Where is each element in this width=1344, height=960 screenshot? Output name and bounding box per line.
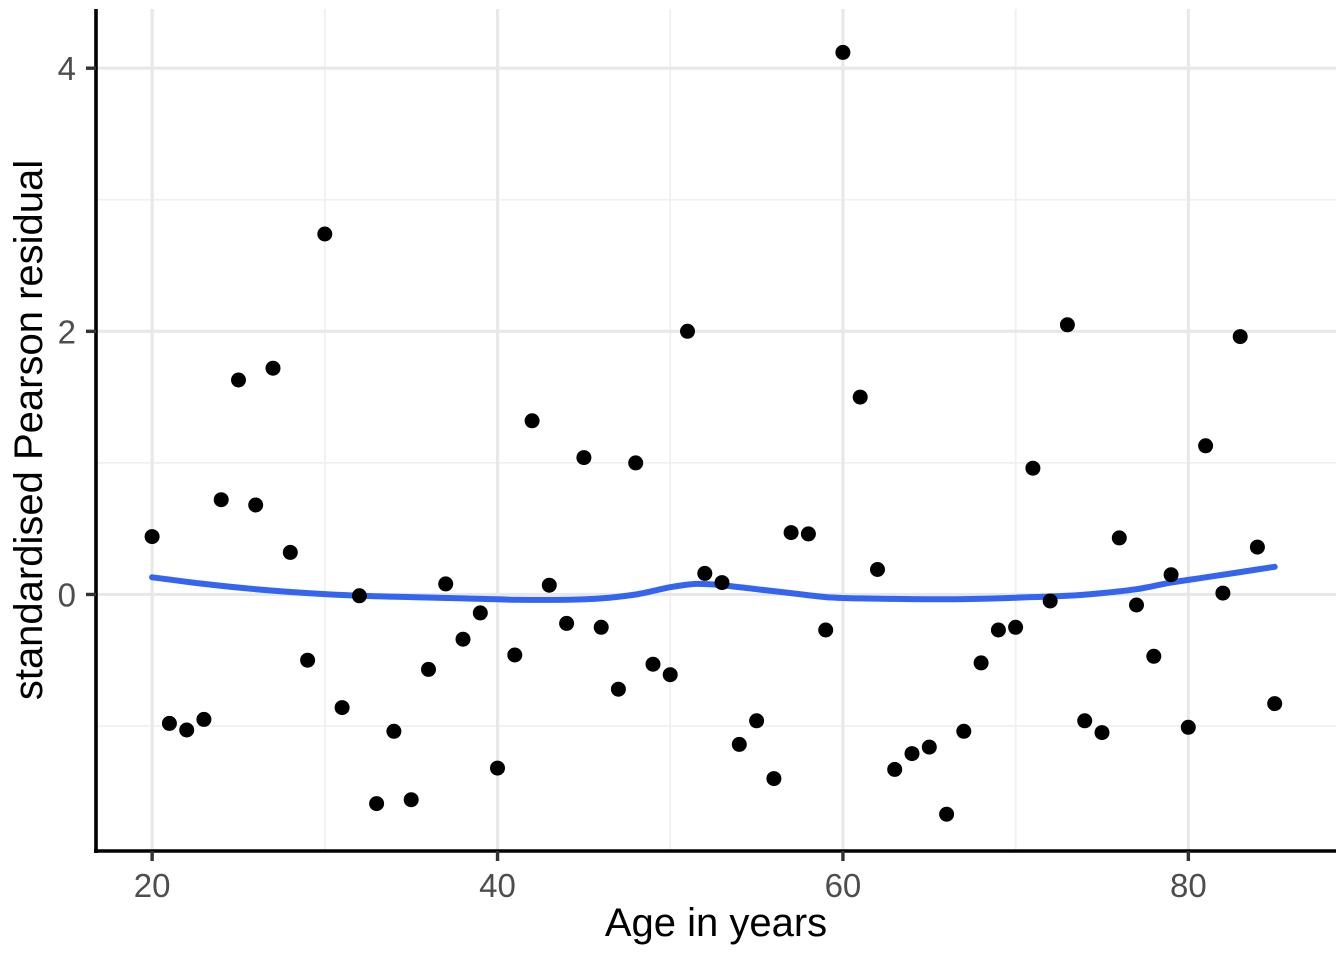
data-point (783, 525, 799, 541)
data-point (490, 760, 505, 776)
data-point (610, 681, 626, 697)
data-point (1129, 597, 1144, 613)
data-point (300, 652, 316, 668)
data-point (1163, 567, 1179, 583)
data-point (680, 323, 695, 339)
loess-smooth-line (149, 563, 1278, 603)
data-point (334, 700, 350, 716)
data-point (714, 575, 730, 591)
data-point (1146, 648, 1162, 664)
data-point (904, 746, 920, 762)
loess-smooth-line-layer (149, 563, 1278, 603)
data-point (213, 492, 229, 508)
data-point (1094, 725, 1110, 741)
data-point (369, 796, 385, 812)
data-point (231, 372, 246, 388)
data-point (317, 226, 333, 242)
y-axis-title: standardised Pearson residual (7, 160, 51, 700)
data-point (455, 631, 471, 647)
data-point (282, 544, 298, 560)
major-gridlines (96, 9, 1336, 851)
x-tick-label: 40 (479, 867, 516, 904)
data-point (1059, 317, 1075, 333)
x-tick-label: 20 (134, 867, 171, 904)
x-axis-title: Age in years (605, 901, 827, 945)
data-point (1198, 438, 1214, 454)
y-tick-label: 2 (58, 313, 76, 350)
data-point (1111, 530, 1127, 546)
data-point (1042, 593, 1058, 609)
x-tick-label: 60 (825, 867, 862, 904)
data-point (800, 526, 816, 542)
data-point (248, 497, 264, 513)
y-tick-label: 0 (58, 576, 76, 613)
axes-layer (94, 9, 1336, 853)
data-point (956, 723, 972, 739)
data-point (1077, 713, 1093, 729)
data-point (1232, 329, 1248, 345)
data-point (351, 588, 367, 604)
data-point (403, 792, 419, 808)
data-point (973, 655, 989, 671)
data-point (887, 761, 903, 777)
data-point (990, 622, 1006, 638)
data-point (731, 736, 747, 752)
minor-gridlines (96, 9, 1336, 851)
data-point (421, 661, 436, 677)
data-point (939, 806, 955, 822)
data-point (1267, 696, 1283, 712)
data-point (179, 722, 195, 738)
data-point (818, 622, 834, 638)
data-point (541, 577, 557, 593)
data-point (507, 647, 523, 663)
data-point (524, 413, 540, 429)
data-points-layer (144, 44, 1283, 822)
data-point (144, 529, 160, 545)
data-point (645, 656, 661, 672)
data-point (921, 739, 937, 755)
data-point (593, 619, 609, 635)
data-point (196, 711, 212, 727)
data-point (628, 455, 644, 471)
data-point (386, 723, 402, 739)
data-point (559, 615, 575, 631)
data-point (438, 576, 454, 592)
data-point (1008, 619, 1024, 635)
data-point (749, 713, 765, 729)
data-point (161, 715, 177, 731)
x-tick-label: 80 (1170, 867, 1207, 904)
data-point (1025, 460, 1041, 476)
data-point (662, 667, 678, 683)
tick-marks-and-labels: 20 40 60 80 0 2 4 (58, 50, 1207, 904)
data-point (1180, 719, 1196, 735)
data-point (852, 389, 868, 405)
data-point (576, 450, 592, 466)
y-tick-label: 4 (58, 50, 76, 87)
data-point (835, 44, 851, 60)
data-point (766, 771, 782, 787)
data-point (1215, 585, 1231, 601)
data-point (697, 565, 713, 581)
data-point (265, 360, 281, 376)
data-point (1249, 539, 1265, 555)
data-point (472, 605, 488, 621)
data-point (870, 562, 885, 577)
